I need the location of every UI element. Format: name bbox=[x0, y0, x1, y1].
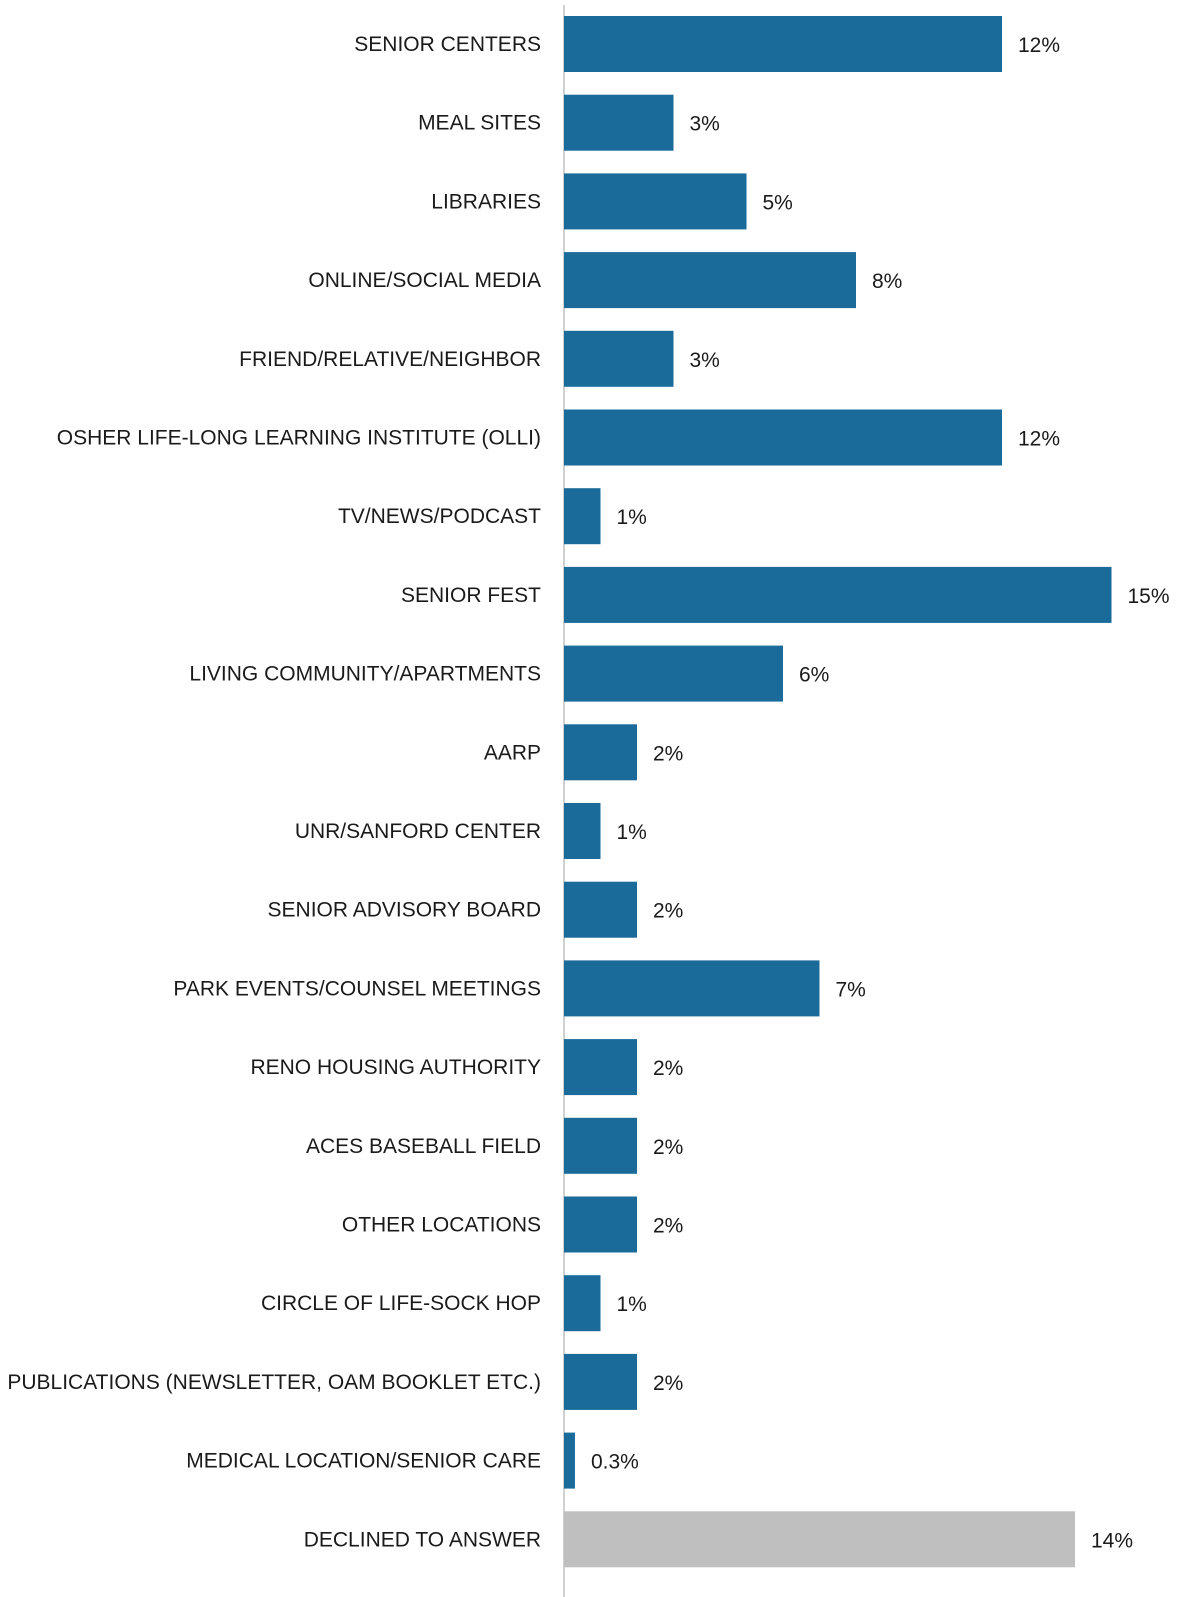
category-label: SENIOR ADVISORY BOARD bbox=[268, 899, 541, 922]
value-label: 12% bbox=[1018, 34, 1060, 57]
category-label: OSHER LIFE-LONG LEARNING INSTITUTE (OLLI… bbox=[57, 427, 541, 450]
category-label: FRIEND/RELATIVE/NEIGHBOR bbox=[239, 348, 541, 371]
bar bbox=[564, 1432, 575, 1489]
value-label: 5% bbox=[763, 191, 793, 214]
value-label: 1% bbox=[617, 821, 647, 844]
category-labels: SENIOR CENTERS MEAL SITES LIBRARIES ONLINE/… bbox=[7, 33, 541, 1551]
bar bbox=[564, 488, 601, 545]
bars bbox=[564, 16, 1112, 1568]
category-label: ACES BASEBALL FIELD bbox=[306, 1135, 541, 1158]
value-label: 2% bbox=[653, 1057, 683, 1080]
bar bbox=[564, 330, 674, 387]
value-label: 7% bbox=[836, 978, 866, 1001]
value-label: 2% bbox=[653, 900, 683, 923]
value-label: 1% bbox=[617, 506, 647, 529]
bar bbox=[564, 1353, 637, 1410]
category-label: ONLINE/SOCIAL MEDIA bbox=[308, 269, 541, 292]
category-label: UNR/SANFORD CENTER bbox=[295, 820, 541, 843]
category-label: OTHER LOCATIONS bbox=[342, 1214, 541, 1237]
category-label: MEAL SITES bbox=[418, 112, 541, 135]
bar bbox=[564, 1196, 637, 1253]
category-label: AARP bbox=[484, 741, 541, 764]
bar bbox=[564, 173, 747, 230]
value-label: 1% bbox=[617, 1293, 647, 1316]
bar bbox=[564, 94, 674, 151]
value-label: 0.3% bbox=[591, 1451, 639, 1474]
bar bbox=[564, 1511, 1075, 1568]
value-label: 3% bbox=[690, 349, 720, 372]
category-label: SENIOR CENTERS bbox=[354, 33, 541, 56]
bar bbox=[564, 724, 637, 781]
value-label: 8% bbox=[872, 270, 902, 293]
value-label: 15% bbox=[1128, 585, 1170, 608]
bar bbox=[564, 1039, 637, 1096]
value-label: 3% bbox=[690, 113, 720, 136]
value-label: 2% bbox=[653, 1215, 683, 1238]
category-label: LIBRARIES bbox=[431, 190, 541, 213]
value-label: 12% bbox=[1018, 428, 1060, 451]
category-label: LIVING COMMUNITY/APARTMENTS bbox=[189, 663, 541, 686]
category-label: DECLINED TO ANSWER bbox=[304, 1528, 541, 1551]
value-label: 14% bbox=[1091, 1529, 1133, 1552]
category-label: CIRCLE OF LIFE-SOCK HOP bbox=[261, 1292, 541, 1315]
bar bbox=[564, 16, 1002, 72]
value-labels: 12% 3% 5% 8% 3% 12% 1% 15% 6% 2% 1% 2% 7% 2% 2% 2% 1% 2% 0… bbox=[591, 34, 1170, 1552]
value-label: 6% bbox=[799, 664, 829, 687]
value-label: 2% bbox=[653, 1136, 683, 1159]
bar bbox=[564, 252, 856, 309]
bar bbox=[564, 1275, 601, 1332]
category-label: PUBLICATIONS (NEWSLETTER, OAM BOOKLET ET… bbox=[7, 1371, 541, 1394]
category-label: RENO HOUSING AUTHORITY bbox=[250, 1056, 541, 1079]
bar bbox=[564, 566, 1112, 623]
category-label: TV/NEWS/PODCAST bbox=[338, 505, 541, 528]
bar bbox=[564, 803, 601, 859]
bar bbox=[564, 881, 637, 938]
bar bbox=[564, 645, 783, 702]
value-label: 2% bbox=[653, 1372, 683, 1395]
bar bbox=[564, 409, 1002, 466]
value-label: 2% bbox=[653, 742, 683, 765]
bar bbox=[564, 960, 820, 1017]
category-label: MEDICAL LOCATION/SENIOR CARE bbox=[186, 1450, 541, 1473]
category-label: SENIOR FEST bbox=[401, 584, 541, 607]
category-label: PARK EVENTS/COUNSEL MEETINGS bbox=[173, 977, 541, 1000]
bar bbox=[564, 1117, 637, 1174]
